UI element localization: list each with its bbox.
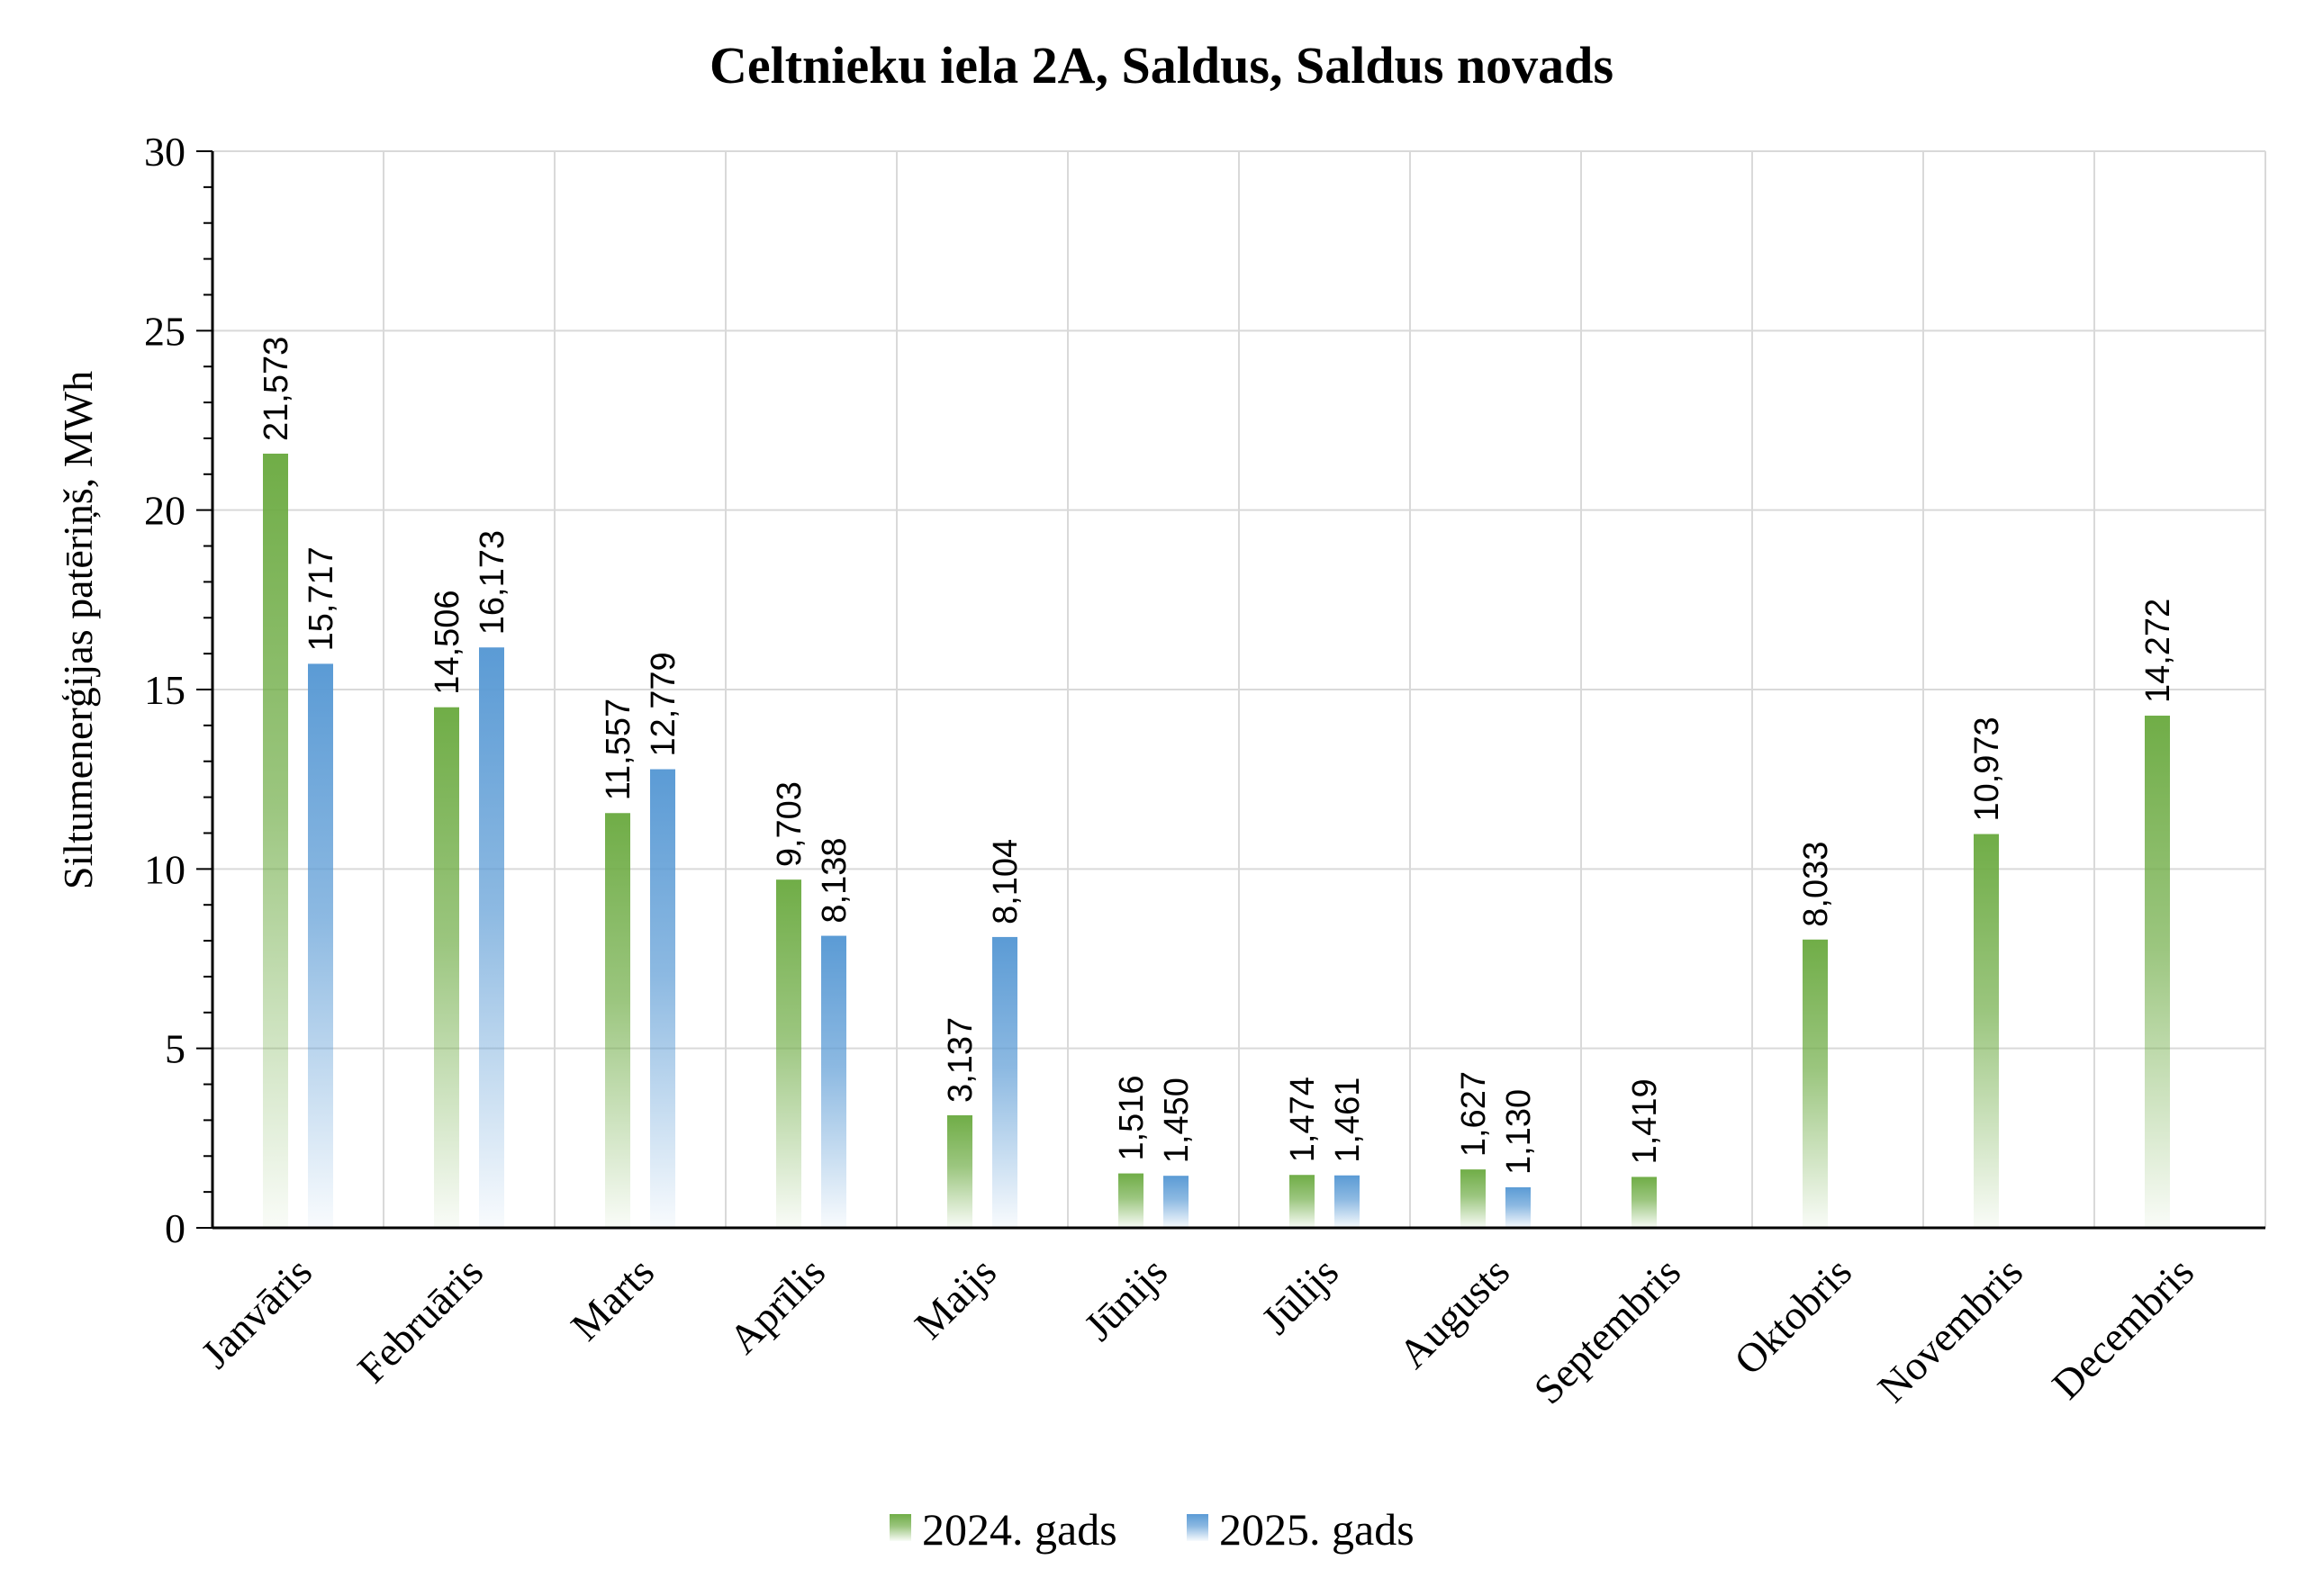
- legend-swatch: [890, 1514, 911, 1541]
- y-tick-label: 25: [144, 308, 185, 354]
- legend-swatch: [1187, 1514, 1208, 1541]
- bar-2024: [1803, 939, 1828, 1228]
- bar-2024: [1974, 834, 1999, 1228]
- y-tick-label: 5: [165, 1026, 185, 1072]
- bar-2024: [776, 879, 801, 1228]
- data-label: 8,033: [1797, 842, 1835, 927]
- x-tick-label: Decembris: [2043, 1249, 2202, 1408]
- bar-2025: [479, 647, 504, 1228]
- data-label: 8,138: [816, 837, 854, 923]
- x-tick-label: Jūlijs: [1252, 1249, 1347, 1343]
- y-tick-label: 0: [165, 1205, 185, 1251]
- y-tick-label: 20: [144, 488, 185, 534]
- data-label: 3,137: [942, 1017, 980, 1103]
- bar-2025: [992, 936, 1017, 1228]
- x-tick-label: Jūnijs: [1075, 1249, 1176, 1349]
- x-tick-label: Septembris: [1525, 1249, 1689, 1412]
- data-label: 21,573: [258, 337, 295, 441]
- bar-2025: [1505, 1186, 1531, 1228]
- data-label: 1,516: [1113, 1075, 1151, 1160]
- data-label: 1,627: [1455, 1071, 1493, 1157]
- x-tick-label: Maijs: [906, 1249, 1005, 1348]
- bar-2024: [947, 1114, 972, 1228]
- data-label: 1,450: [1158, 1078, 1196, 1163]
- data-label: 14,506: [429, 590, 466, 694]
- bar-2024: [2145, 716, 2170, 1228]
- data-label: 9,703: [771, 781, 809, 867]
- bar-2024: [1460, 1169, 1486, 1228]
- bar-2024: [1632, 1177, 1657, 1228]
- x-tick-label: Februāris: [348, 1249, 492, 1392]
- bar-2024: [263, 453, 288, 1228]
- bar-2025: [1163, 1176, 1189, 1228]
- y-tick-label: 15: [144, 667, 185, 713]
- data-label: 16,173: [474, 530, 511, 635]
- y-tick-label: 30: [144, 129, 185, 175]
- y-axis-label: Siltumenerģijas patēriņš, MWh: [55, 371, 101, 889]
- x-tick-label: Janvāris: [192, 1249, 321, 1377]
- bar-2025: [1334, 1175, 1360, 1228]
- data-label: 1,474: [1284, 1077, 1322, 1162]
- x-tick-label: Oktobris: [1725, 1249, 1860, 1384]
- data-label: 15,717: [303, 546, 340, 651]
- data-label: 14,272: [2139, 599, 2177, 703]
- data-label: 1,419: [1626, 1078, 1664, 1164]
- data-label: 1,130: [1500, 1089, 1538, 1175]
- bar-2024: [1118, 1173, 1143, 1228]
- data-label: 10,973: [1968, 717, 2006, 821]
- chart-title: Celtnieku iela 2A, Saldus, Saldus novads: [710, 36, 1614, 95]
- x-tick-label: Augusts: [1389, 1249, 1518, 1377]
- y-tick-label: 10: [144, 846, 185, 892]
- grid: [212, 150, 2266, 1228]
- data-label: 1,461: [1329, 1078, 1367, 1163]
- bar-2025: [650, 769, 675, 1228]
- bar-2025: [821, 935, 846, 1228]
- data-label: 11,557: [600, 699, 637, 800]
- data-label: 12,779: [645, 652, 682, 756]
- bar-2025: [308, 663, 333, 1228]
- legend-label: 2025. gads: [1219, 1504, 1415, 1555]
- x-tick-label: Novembris: [1868, 1249, 2031, 1411]
- legend: 2024. gads 2025. gads: [890, 1504, 1415, 1555]
- bar-2024: [1289, 1175, 1315, 1228]
- bar-2024: [434, 707, 459, 1228]
- legend-label: 2024. gads: [922, 1504, 1117, 1555]
- x-tick-label: Aprīlis: [720, 1249, 834, 1362]
- x-tick-label: Marts: [562, 1249, 663, 1349]
- data-label: 8,104: [987, 839, 1025, 924]
- bars: [263, 453, 2170, 1228]
- bar-2024: [605, 813, 630, 1228]
- axes: 0 5 10 15 20 25 30 Janvāris Februāris Marts Aprīli…: [144, 129, 2265, 1412]
